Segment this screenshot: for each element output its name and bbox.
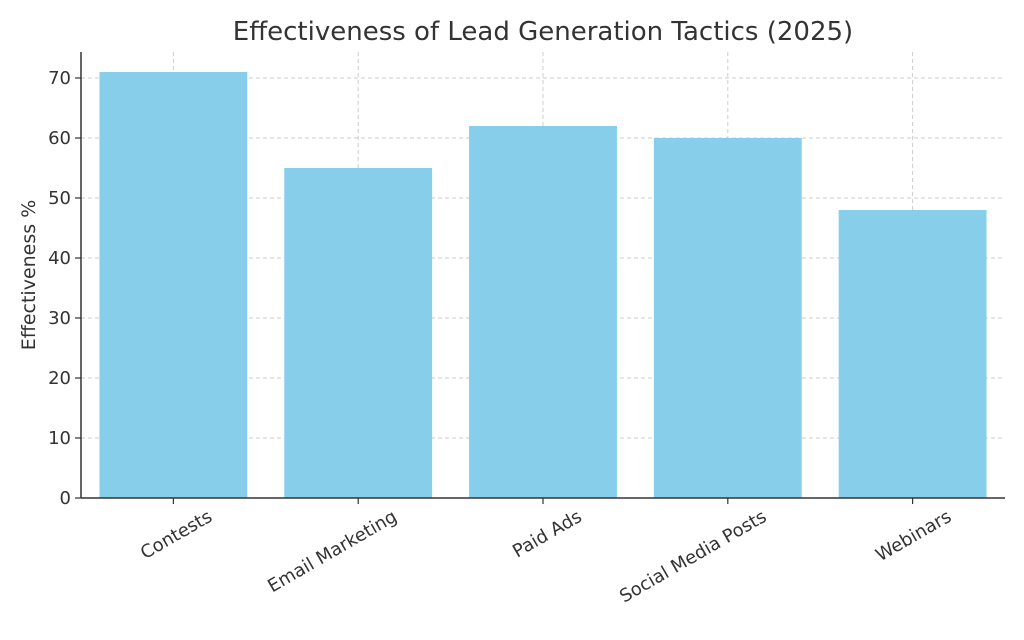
- y-tick-label: 20: [48, 368, 71, 389]
- x-tick-label: Social Media Posts: [616, 506, 770, 607]
- y-axis-label: Effectiveness %: [18, 200, 40, 351]
- chart-title: Effectiveness of Lead Generation Tactics…: [233, 17, 853, 47]
- bar-webinars: [838, 210, 987, 498]
- x-tick-label: Contests: [137, 506, 216, 564]
- y-tick-label: 50: [48, 188, 71, 209]
- bar-paid-ads: [469, 126, 617, 498]
- x-tick-label: Webinars: [872, 506, 955, 566]
- bar-social-media-posts: [653, 138, 802, 498]
- y-tick-label: 40: [48, 248, 71, 269]
- x-tick-layer: Contests Email Marketing Paid Ads Social Me…: [137, 498, 955, 607]
- bar-email-marketing: [284, 168, 433, 498]
- y-tick-label: 70: [48, 68, 71, 89]
- y-tick-label: 60: [48, 128, 71, 149]
- bar-layer: [99, 72, 987, 498]
- bar-contests: [99, 72, 248, 498]
- y-tick-label: 30: [48, 308, 71, 329]
- y-tick-label: 0: [60, 488, 71, 509]
- x-tick-label: Paid Ads: [509, 506, 585, 562]
- y-tick-layer: 0 10 20 30 40 50 60 70: [48, 68, 81, 509]
- y-tick-label: 10: [48, 428, 71, 449]
- x-tick-label: Email Marketing: [264, 506, 400, 597]
